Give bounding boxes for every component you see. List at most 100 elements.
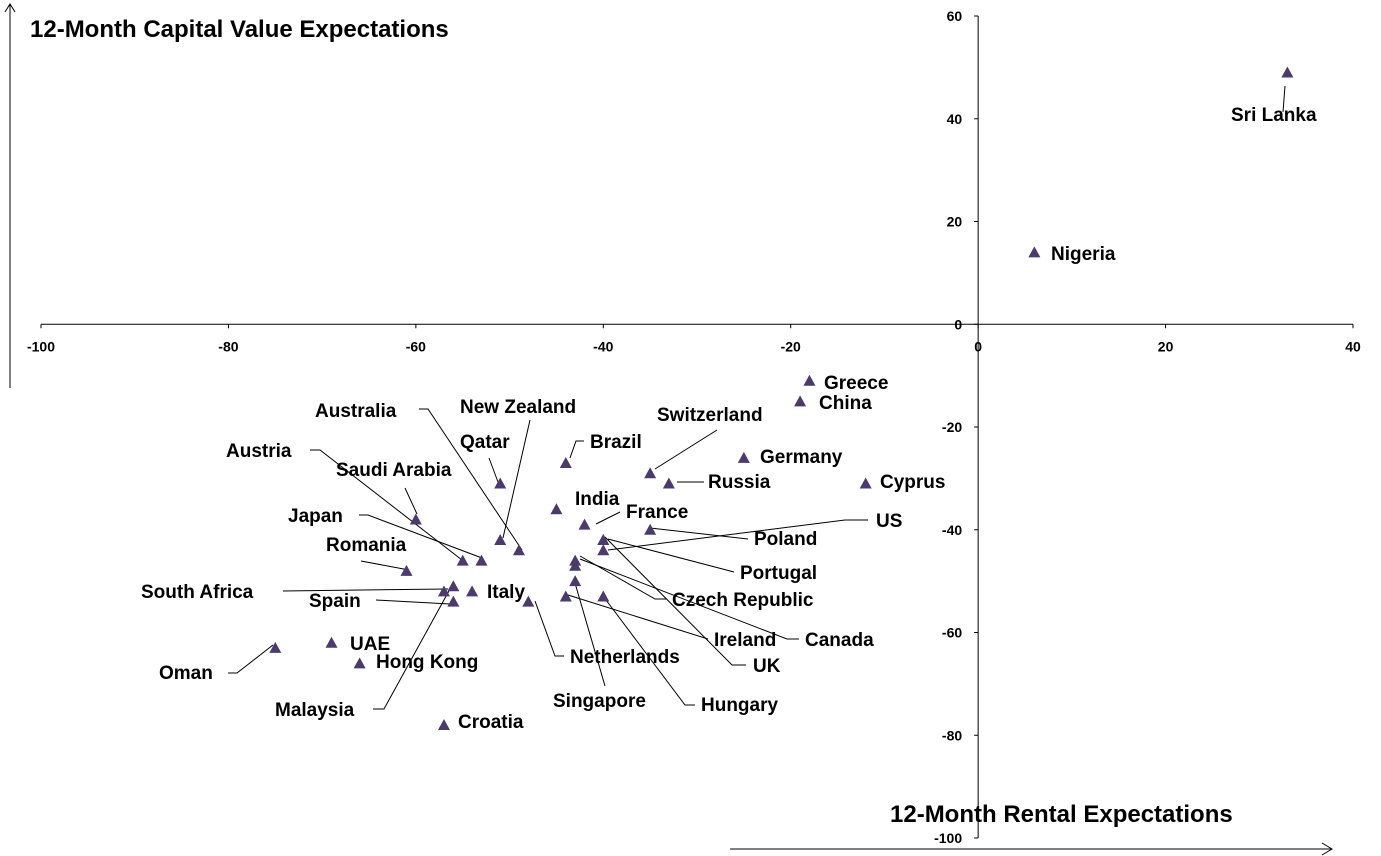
- label-hungary: Hungary: [701, 695, 779, 716]
- leader-australia: [419, 408, 523, 551]
- label-us: US: [876, 511, 902, 532]
- label-india: India: [575, 489, 620, 510]
- label-austria: Austria: [226, 441, 292, 462]
- x-tick-label: -100: [27, 338, 55, 354]
- y-tick-label: -80: [942, 727, 962, 743]
- label-brazil: Brazil: [590, 432, 642, 453]
- leader-poland: [649, 527, 749, 540]
- x-tick-label: -20: [781, 338, 801, 354]
- label-germany: Germany: [760, 447, 843, 468]
- label-south-africa: South Africa: [141, 582, 254, 603]
- x-tick-label: 0: [974, 338, 982, 354]
- label-russia: Russia: [708, 472, 771, 493]
- label-canada: Canada: [805, 630, 874, 651]
- leader-brazil: [569, 440, 584, 459]
- leader-czech-republic: [579, 555, 666, 600]
- label-nigeria: Nigeria: [1051, 244, 1116, 265]
- label-portugal: Portugal: [740, 563, 817, 584]
- x-tick-label: -80: [218, 338, 238, 354]
- marker-brazil: [559, 456, 572, 468]
- leader-hungary: [602, 595, 695, 706]
- label-oman: Oman: [159, 663, 213, 684]
- marker-uae: [325, 636, 338, 648]
- label-poland: Poland: [754, 529, 817, 550]
- marker-malaysia: [447, 580, 460, 592]
- marker-romania: [400, 564, 413, 576]
- marker-hong-kong: [353, 657, 366, 669]
- leader-japan: [359, 514, 483, 559]
- marker-new-zealand: [494, 534, 507, 546]
- data-markers: [269, 66, 1294, 730]
- leader-spain: [375, 599, 451, 605]
- y-tick-label: 40: [947, 111, 963, 127]
- decorative-arrows: [4, 3, 1333, 856]
- marker-ireland: [559, 590, 572, 602]
- label-romania: Romania: [326, 535, 407, 556]
- marker-india: [550, 503, 563, 515]
- leader-sri-lanka: [1282, 85, 1286, 113]
- marker-hungary: [597, 590, 610, 602]
- marker-austria: [456, 554, 469, 566]
- leader-canada: [579, 558, 799, 640]
- label-greece: Greece: [824, 373, 888, 394]
- marker-us: [597, 544, 610, 556]
- leader-singapore: [574, 582, 606, 687]
- y-tick-label: -100: [934, 830, 962, 846]
- marker-france: [578, 518, 591, 530]
- label-france: France: [626, 502, 688, 523]
- x-tick-label: -60: [406, 338, 426, 354]
- label-uk: UK: [753, 656, 781, 677]
- label-sri-lanka: Sri Lanka: [1231, 105, 1317, 126]
- axes: [40, 15, 1354, 839]
- leader-france: [595, 511, 621, 525]
- marker-canada: [569, 554, 582, 566]
- marker-singapore: [569, 575, 582, 587]
- marker-oman: [269, 641, 282, 653]
- marker-nigeria: [1028, 246, 1041, 258]
- label-singapore: Singapore: [553, 691, 646, 712]
- leader-malaysia: [373, 588, 451, 710]
- leader-oman: [228, 644, 274, 674]
- y-tick-label: -60: [942, 625, 962, 641]
- marker-sri-lanka: [1281, 66, 1294, 78]
- marker-netherlands: [522, 595, 535, 607]
- marker-germany: [737, 451, 750, 463]
- marker-china: [794, 395, 807, 407]
- leader-netherlands: [534, 600, 564, 657]
- label-hong-kong: Hong Kong: [376, 652, 478, 673]
- leader-saudi-arabia: [404, 487, 418, 515]
- x-tick-label: 40: [1345, 338, 1361, 354]
- label-ireland: Ireland: [714, 630, 776, 651]
- label-cyprus: Cyprus: [880, 472, 945, 493]
- label-qatar: Qatar: [460, 432, 510, 453]
- y-tick-label: -40: [942, 522, 962, 538]
- marker-uk: [597, 534, 610, 546]
- label-new-zealand: New Zealand: [460, 397, 576, 418]
- label-saudi-arabia: Saudi Arabia: [336, 460, 452, 481]
- label-uae: UAE: [350, 634, 390, 655]
- label-china: China: [819, 393, 872, 414]
- y-tick-label: -20: [942, 419, 962, 435]
- label-japan: Japan: [288, 506, 343, 527]
- label-malaysia: Malaysia: [275, 700, 355, 721]
- marker-russia: [662, 477, 675, 489]
- leader-romania: [360, 560, 410, 571]
- label-australia: Australia: [315, 401, 397, 422]
- marker-saudi-arabia: [409, 513, 422, 525]
- marker-cyprus: [859, 477, 872, 489]
- y-tick-label: 60: [947, 8, 963, 24]
- leader-lines: [228, 85, 1286, 710]
- leader-ireland: [567, 594, 709, 640]
- label-netherlands: Netherlands: [570, 647, 680, 668]
- marker-qatar: [494, 477, 507, 489]
- label-italy: Italy: [487, 582, 525, 603]
- label-switzerland: Switzerland: [657, 405, 763, 426]
- label-croatia: Croatia: [458, 712, 524, 733]
- leader-qatar: [488, 457, 499, 483]
- leader-switzerland: [654, 429, 718, 470]
- marker-switzerland: [644, 467, 657, 479]
- marker-japan: [475, 554, 488, 566]
- x-tick-label: -40: [593, 338, 613, 354]
- marker-italy: [466, 585, 479, 597]
